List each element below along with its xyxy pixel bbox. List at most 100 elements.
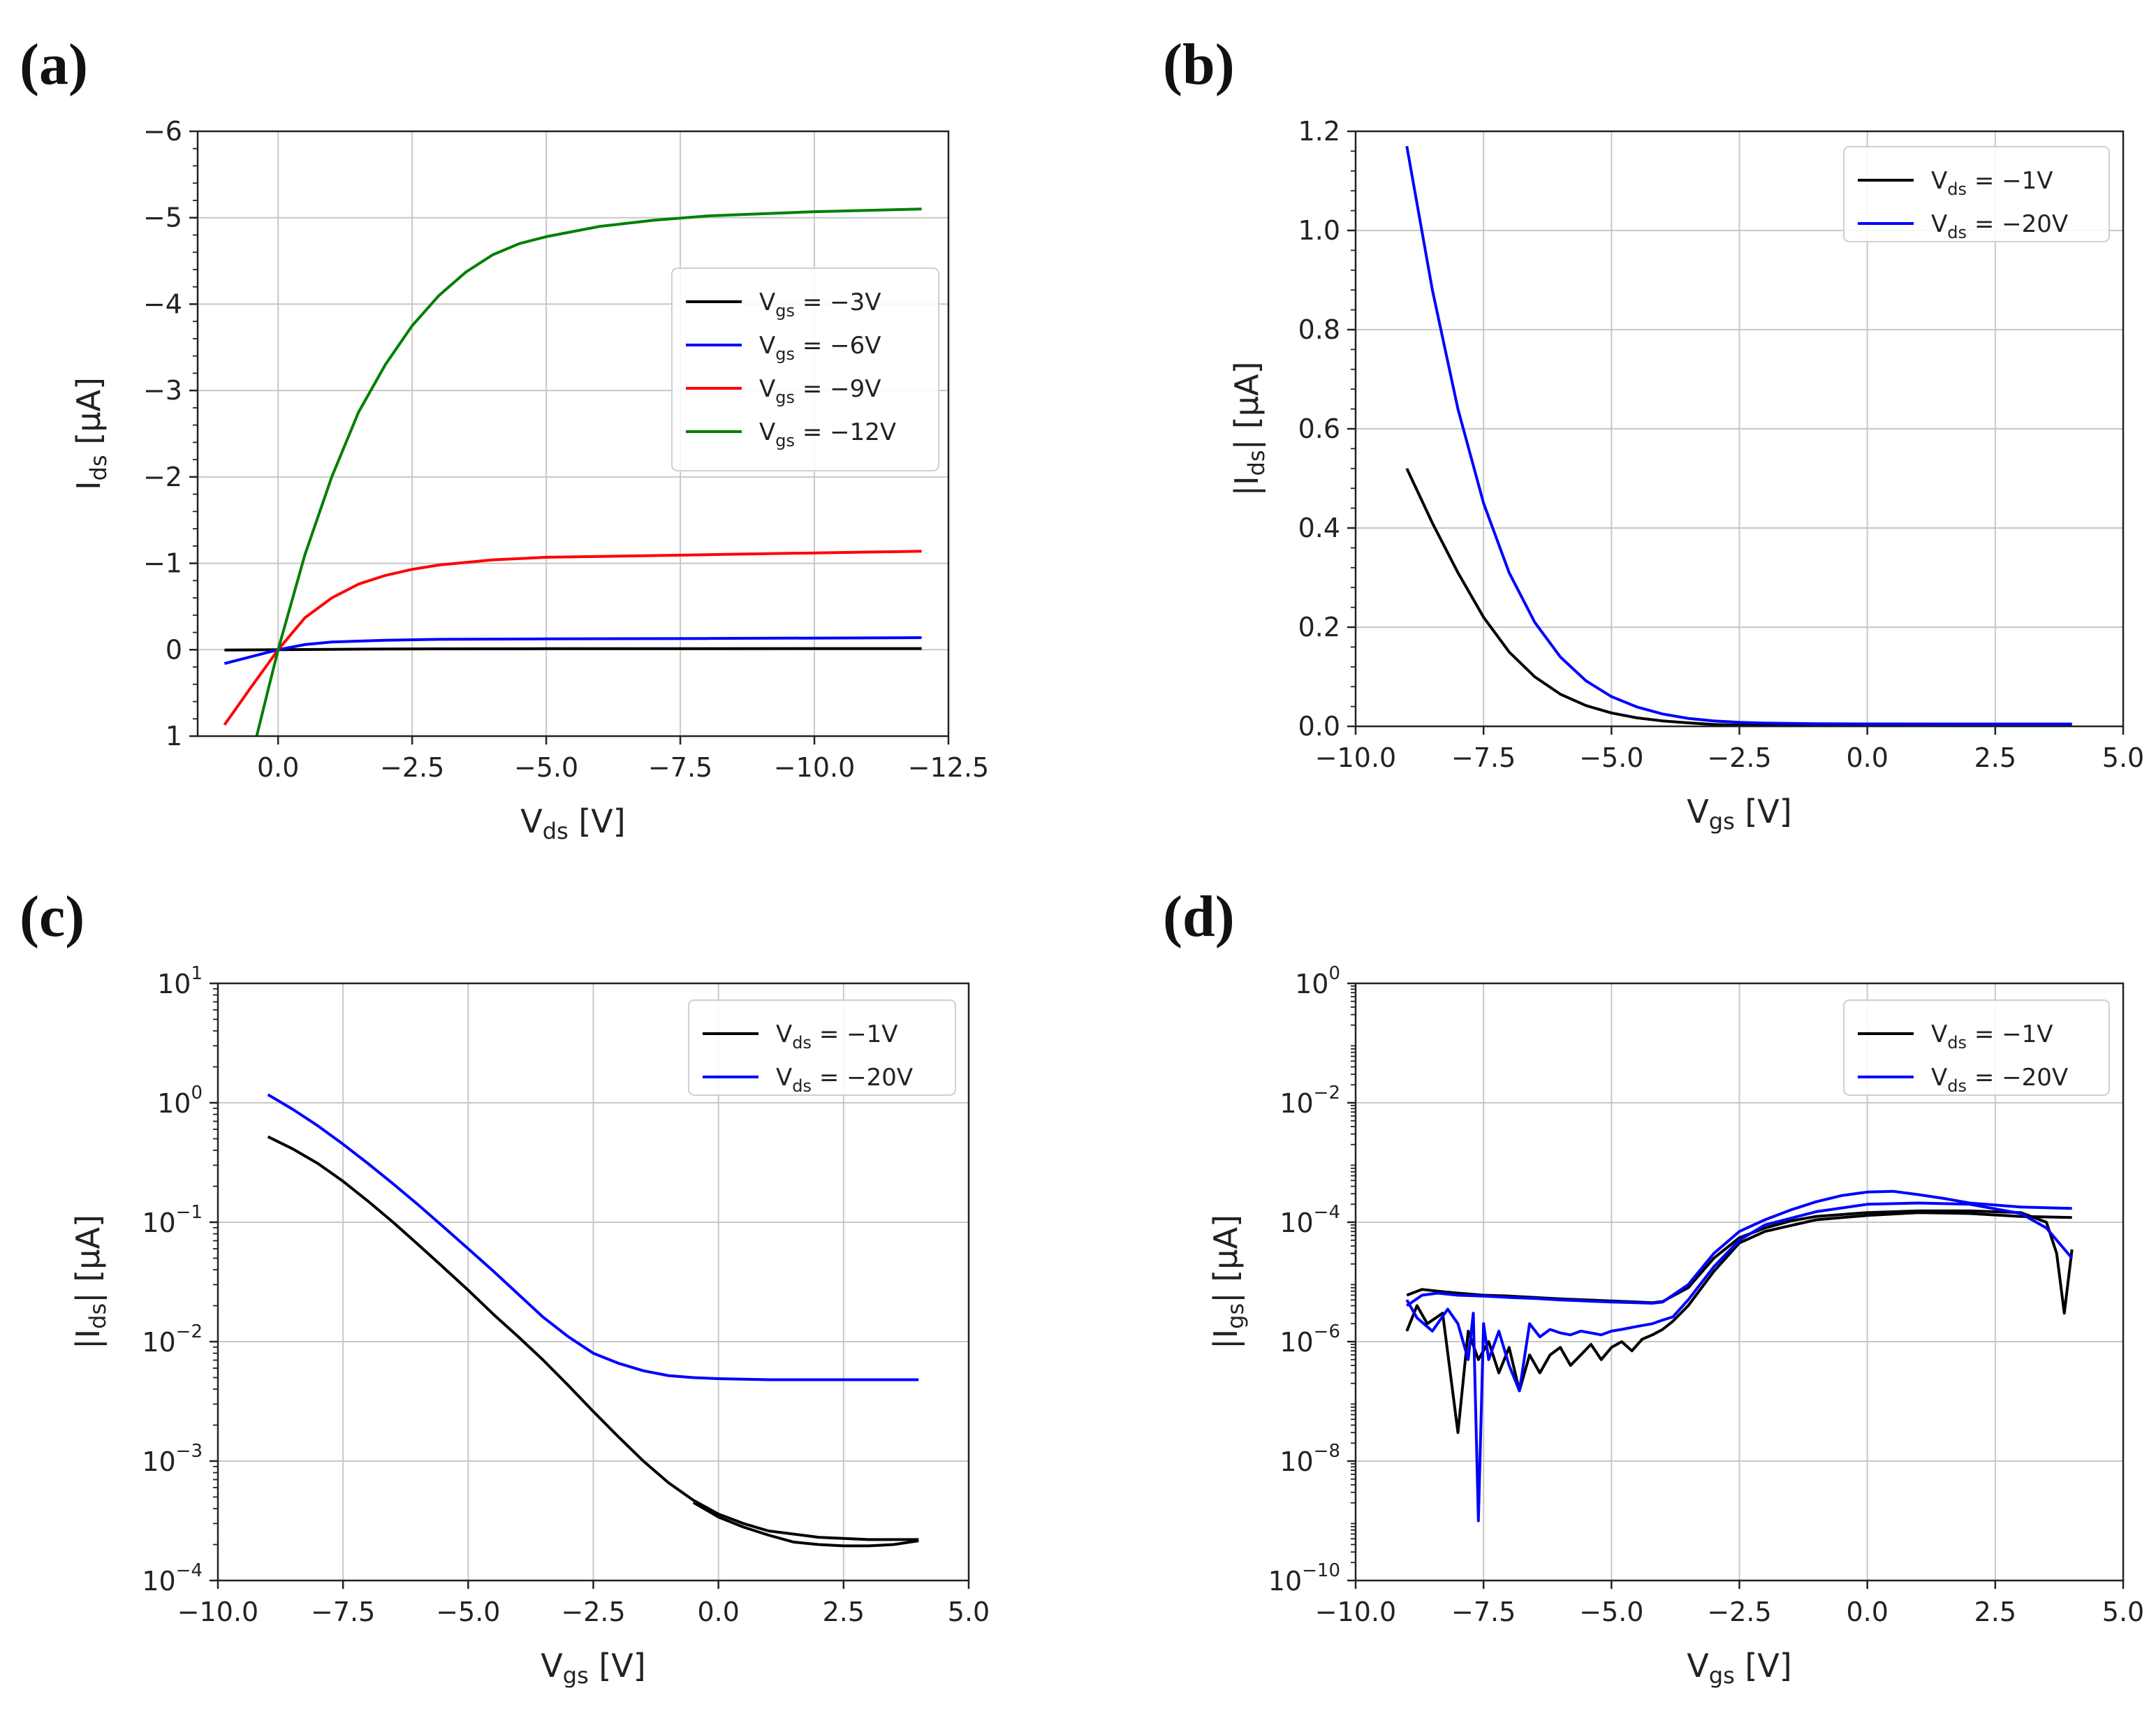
y-tick-base: 10 <box>1295 969 1328 999</box>
x-tick-label: 2.5 <box>823 1597 865 1627</box>
x-tick-label: −7.5 <box>311 1597 375 1627</box>
text-base: |I <box>1228 476 1266 496</box>
y-tick-label: 0.8 <box>1298 314 1340 345</box>
y-tick-exponent: −4 <box>1314 1202 1340 1223</box>
y-tick-label: 0.4 <box>1298 513 1340 543</box>
series-line-vds-20v <box>267 1093 919 1381</box>
y-tick-label: 0 <box>166 634 182 665</box>
y-tick-base: 10 <box>157 1088 191 1119</box>
panel-label-a: (a) <box>20 32 88 97</box>
y-tick-exponent: −4 <box>176 1560 203 1581</box>
legend-entry: Vds = −1V <box>1931 167 2053 199</box>
legend-entry: Vds = −1V <box>1931 1020 2053 1053</box>
text-base: V <box>1931 1064 1947 1092</box>
y-tick-label: 101 <box>157 963 203 999</box>
y-tick-exponent: −6 <box>1314 1321 1340 1342</box>
panel-label-b: (b) <box>1163 32 1235 97</box>
y-tick-label: 0.0 <box>1298 711 1340 742</box>
text-subscript: ds <box>1947 1076 1967 1096</box>
text-rest: = −12V <box>795 418 896 446</box>
x-tick-label: −2.5 <box>561 1597 625 1627</box>
y-tick-base: 10 <box>1279 1446 1313 1477</box>
text-rest: = −6V <box>795 332 881 360</box>
x-tick-label: 0.0 <box>257 752 299 783</box>
y-tick-base: 10 <box>142 1446 175 1477</box>
y-tick-label: −5 <box>143 203 182 233</box>
text-rest: [V] <box>1735 793 1792 830</box>
x-axis-label: Vgs [V] <box>541 1647 645 1689</box>
x-tick-label: −2.5 <box>1707 742 1771 773</box>
x-tick-label: −7.5 <box>648 752 712 783</box>
y-tick-label: 1 <box>166 721 182 751</box>
y-tick-label: 10−3 <box>142 1441 203 1477</box>
x-tick-label: 0.0 <box>1846 742 1888 773</box>
y-tick-exponent: 0 <box>191 1083 203 1103</box>
panel-label-d: (d) <box>1163 884 1235 949</box>
y-tick-label: 10−4 <box>142 1560 203 1597</box>
series-group <box>1405 1189 2074 1523</box>
series-line-vds-20v <box>1406 1189 2072 1307</box>
text-base: V <box>1687 793 1709 830</box>
legend-entry: Vgs = −6V <box>759 332 881 364</box>
y-axis-label: Ids [μA] <box>70 377 112 490</box>
text-base: |I <box>1207 1329 1245 1349</box>
series-group <box>223 207 922 736</box>
y-tick-label: 100 <box>1295 963 1340 999</box>
text-base: I <box>70 481 108 490</box>
text-base: |I <box>69 1329 108 1349</box>
x-tick-label: −5.0 <box>514 752 578 783</box>
text-subscript: ds <box>1947 179 1967 199</box>
text-subscript: gs <box>1709 808 1735 835</box>
y-tick-exponent: 0 <box>1328 963 1340 984</box>
x-tick-label: −10.0 <box>1315 1597 1396 1627</box>
text-rest: | [μA] <box>69 1215 108 1303</box>
y-tick-label: 1.2 <box>1298 116 1340 147</box>
series-line-vgs-3v <box>224 647 922 652</box>
series-line-vgs-12v <box>255 207 922 736</box>
x-tick-label: 0.0 <box>697 1597 739 1627</box>
x-tick-label: 5.0 <box>948 1597 990 1627</box>
text-base: V <box>1931 167 1947 195</box>
x-tick-label: −2.5 <box>380 752 444 783</box>
y-tick-label: 10−8 <box>1279 1441 1340 1477</box>
y-tick-label: 0.6 <box>1298 413 1340 444</box>
y-tick-base: 10 <box>1279 1208 1313 1238</box>
y-tick-label: −3 <box>143 375 182 406</box>
plot-frame <box>196 130 950 738</box>
y-axis-label: |Ids| [μA] <box>1228 362 1270 497</box>
legend-entry: Vgs = −12V <box>759 418 896 450</box>
text-subscript: gs <box>775 344 795 364</box>
panel-d-plot: −10.0 −7.5 −5.0 −2.5 0.0 2.5 5.010−1010−810−61… <box>1207 963 2144 1689</box>
text-rest: | [μA] <box>1207 1215 1245 1303</box>
text-rest: = −20V <box>1967 210 2068 238</box>
y-tick-base: 10 <box>142 1566 175 1597</box>
x-tick-label: 5.0 <box>2102 742 2144 773</box>
text-rest: = −20V <box>1967 1064 2068 1092</box>
x-tick-label: −2.5 <box>1707 1597 1771 1627</box>
series-line-vds-20v-return- <box>1405 1201 2074 1523</box>
y-tick-label: −1 <box>143 548 182 579</box>
text-base: V <box>759 418 775 446</box>
x-tick-label: 5.0 <box>2102 1597 2144 1627</box>
text-subscript: ds <box>543 818 569 844</box>
text-rest: = −9V <box>795 375 881 403</box>
y-tick-base: 10 <box>1268 1566 1302 1597</box>
panel-a-plot: 0.0 −2.5 −5.0 −7.5 −10.0 −12.5 1 0 −1 −2 −3 −4 −5 −6 V… <box>70 116 989 844</box>
text-subscript: ds <box>85 1303 111 1329</box>
series-line-vds-1v-reverse- <box>692 1501 919 1548</box>
x-tick-label: −12.5 <box>908 752 989 783</box>
text-subscript: ds <box>1947 223 1967 242</box>
y-tick-label: 100 <box>157 1083 203 1119</box>
y-tick-base: 10 <box>142 1208 175 1238</box>
legend-entry: Vgs = −3V <box>759 288 881 321</box>
x-tick-label: −7.5 <box>1451 1597 1516 1627</box>
legend-entry: Vds = −20V <box>1931 1064 2068 1096</box>
text-subscript: ds <box>792 1033 812 1053</box>
legend-box <box>688 999 956 1096</box>
y-tick-label: 10−2 <box>142 1321 203 1358</box>
y-axis-label: |Ids| [μA] <box>69 1215 111 1349</box>
x-axis-label: Vgs [V] <box>1687 1647 1791 1689</box>
x-tick-label: 2.5 <box>1974 742 2016 773</box>
text-base: V <box>520 802 543 840</box>
